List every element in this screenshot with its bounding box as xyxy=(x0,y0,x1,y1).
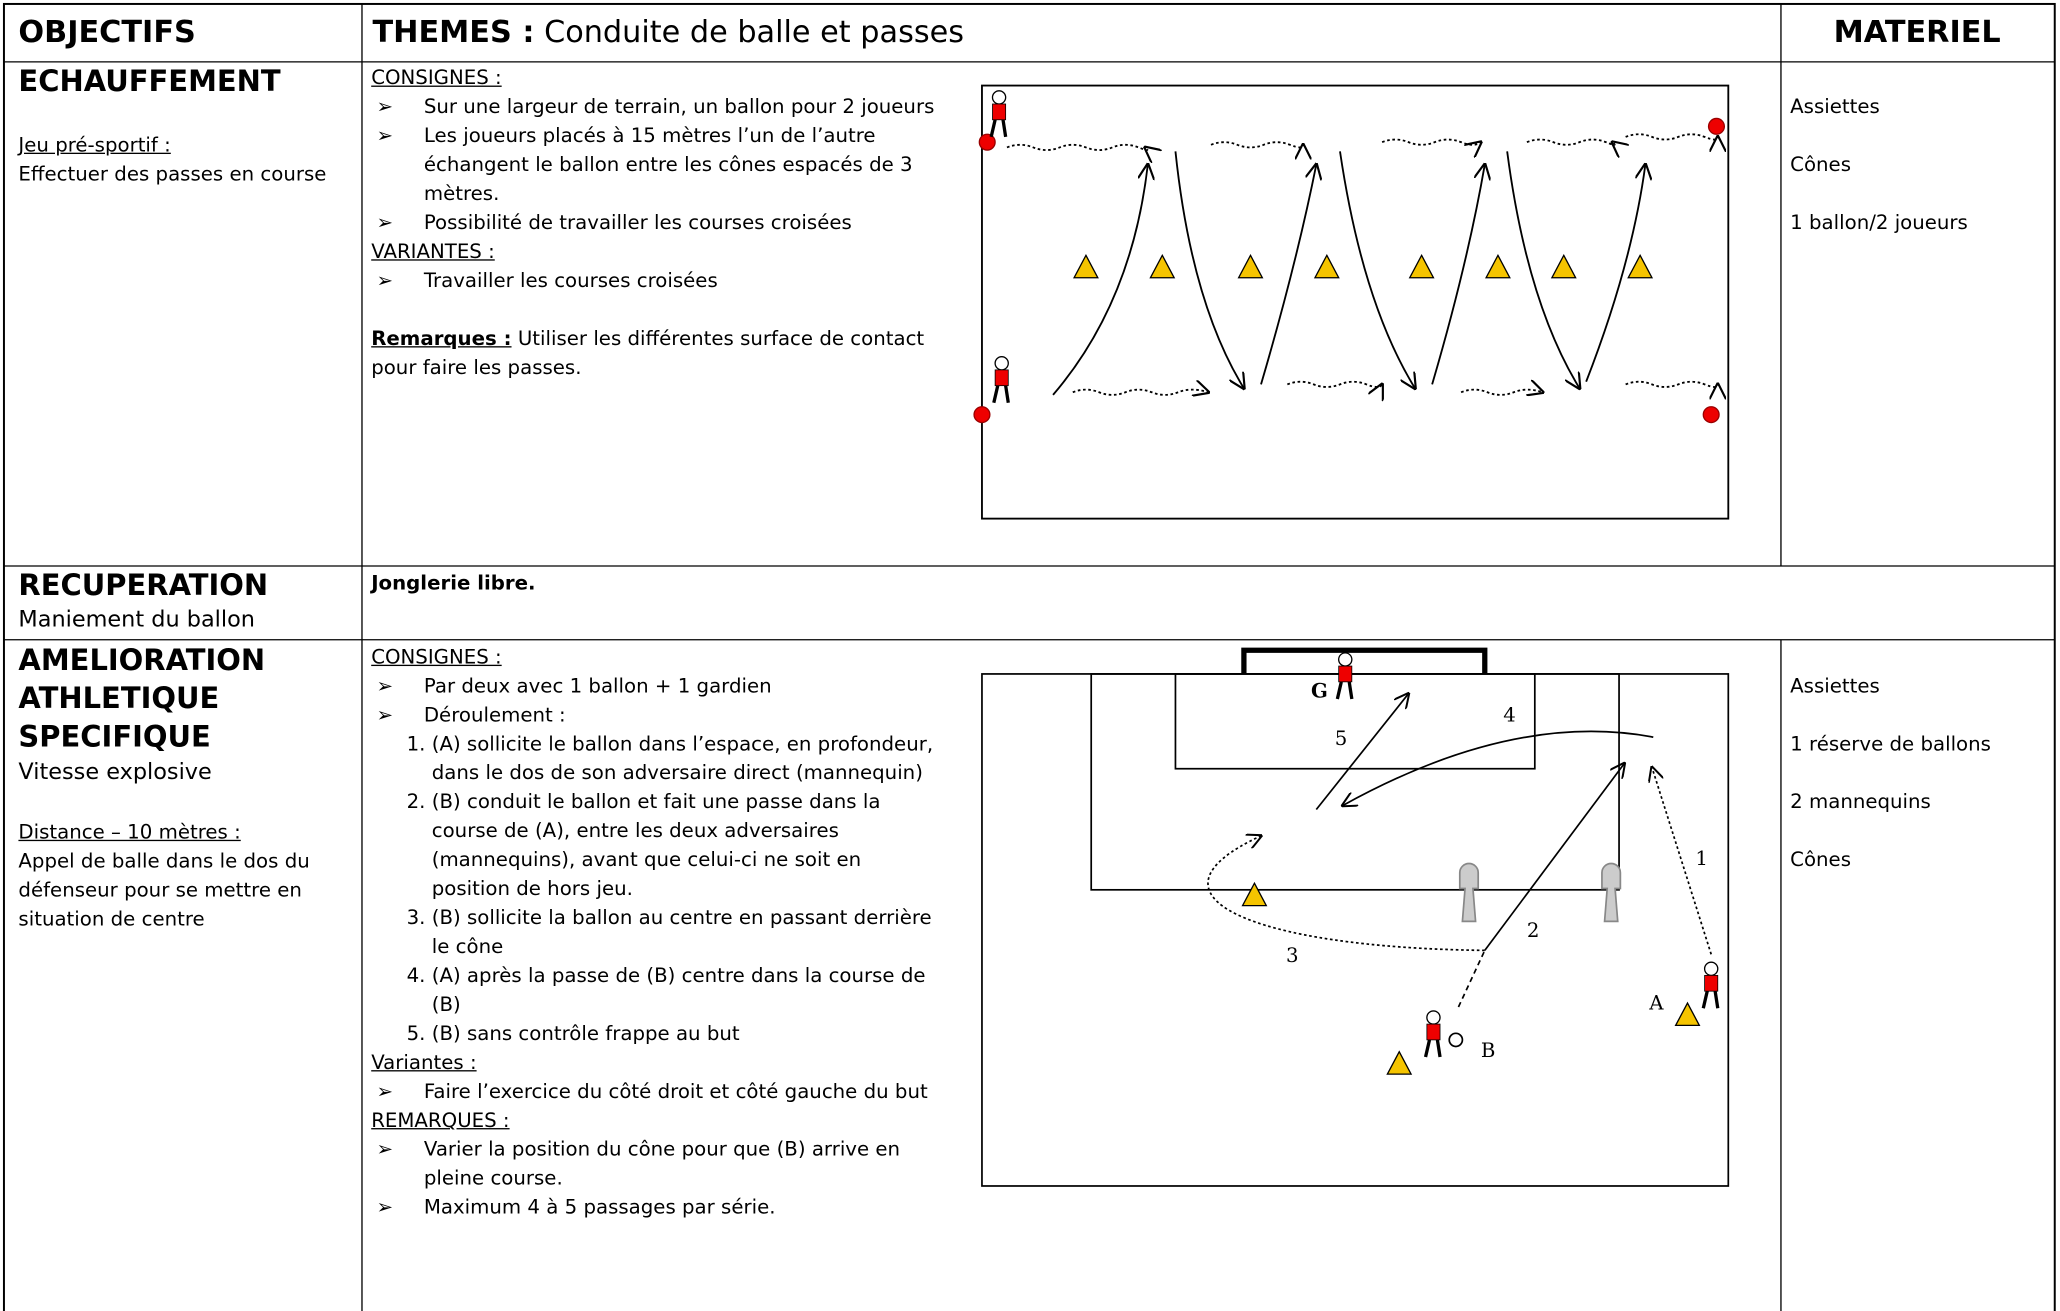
content: Jonglerie libre. xyxy=(371,571,536,595)
item: Assiettes xyxy=(1790,94,1880,119)
consignes-label: CONSIGNES : xyxy=(371,644,502,669)
subtitle: Maniement du ballon xyxy=(18,606,255,634)
item: Possibilité de travailler les courses cr… xyxy=(371,208,937,237)
item: Cônes xyxy=(1790,847,1851,872)
item: Les joueurs placés à 15 mètres l’un de l… xyxy=(371,121,937,208)
diagram-labels: G 5 4 1 2 3 A B xyxy=(1286,679,1708,1062)
instructions: CONSIGNES : Par deux avec 1 ballon + 1 g… xyxy=(371,642,937,1222)
item: 1 réserve de ballons xyxy=(1790,731,1991,756)
label: B xyxy=(1481,1039,1496,1062)
label: 1 xyxy=(1695,847,1708,870)
materiel-list: Assiettes 1 réserve de ballons 2 mannequin… xyxy=(1790,671,1991,903)
objective: AMELIORATION ATHLETIQUE SPECIFIQUE Vites… xyxy=(18,642,327,933)
objective: RECUPERATION Maniement du ballon xyxy=(18,567,268,634)
header-materiel: MATERIEL xyxy=(1833,15,2001,51)
step: (B) conduit le ballon et fait une passe … xyxy=(432,787,937,903)
label: 3 xyxy=(1286,944,1299,967)
step: (A) après la passe de (B) centre dans la… xyxy=(432,961,937,1019)
step: (A) sollicite le ballon dans l’espace, e… xyxy=(432,729,937,787)
item: Cônes xyxy=(1790,152,1851,177)
consignes-label: CONSIGNES : xyxy=(371,65,502,90)
label: 4 xyxy=(1503,703,1516,726)
label: 5 xyxy=(1335,727,1348,750)
themes: Conduite de balle et passes xyxy=(544,15,965,51)
header-themes: THEMES : Conduite de balle et passes xyxy=(373,13,965,52)
item: Par deux avec 1 ballon + 1 gardien xyxy=(371,671,937,700)
step: (B) sollicite la ballon au centre en pas… xyxy=(432,903,937,961)
item: Faire l’exercice du côté droit et côté g… xyxy=(371,1077,937,1106)
materiel-list: Assiettes Cônes 1 ballon/2 joueurs xyxy=(1790,92,1968,266)
instructions: CONSIGNES : Sur une largeur de terrain, … xyxy=(371,63,937,382)
item: 1 ballon/2 joueurs xyxy=(1790,210,1968,235)
objective: ECHAUFFEMENT Jeu pré-sportif : Effectuer… xyxy=(18,63,347,188)
subtitle: Vitesse explosive xyxy=(18,759,212,786)
step: (B) sans contrôle frappe au but xyxy=(432,1019,937,1048)
remarques: Remarques : Utiliser les différentes sur… xyxy=(371,326,925,380)
label: 2 xyxy=(1527,919,1540,942)
sub-text: Effectuer des passes en course xyxy=(18,161,327,186)
sub-text: Appel de balle dans le dos du défenseur … xyxy=(18,849,310,931)
label: A xyxy=(1648,992,1664,1015)
remarques-label: REMARQUES : xyxy=(371,1108,510,1133)
item: Sur une largeur de terrain, un ballon po… xyxy=(371,92,937,121)
section-title: AMELIORATION ATHLETIQUE SPECIFIQUE xyxy=(18,644,266,755)
item: Assiettes xyxy=(1790,673,1880,698)
item: Varier la position du cône pour que (B) … xyxy=(371,1135,937,1193)
item: Travailler les courses croisées xyxy=(371,266,937,295)
item: Déroulement : xyxy=(371,700,937,729)
diagram-speed xyxy=(981,647,1730,1187)
sub-label: Distance – 10 mètres : xyxy=(18,820,241,844)
item: 2 mannequins xyxy=(1790,789,1931,814)
item: Maximum 4 à 5 passages par série. xyxy=(371,1193,937,1222)
themes-label: THEMES : xyxy=(372,15,535,51)
sub-label: Jeu pré-sportif : xyxy=(18,132,171,157)
header-objectifs: OBJECTIFS xyxy=(18,15,196,51)
section-title: RECUPERATION xyxy=(18,569,269,603)
section-title: ECHAUFFEMENT xyxy=(18,65,281,99)
variantes-label: VARIANTES : xyxy=(371,239,495,264)
variantes-label: Variantes : xyxy=(371,1050,477,1075)
diagram-warmup xyxy=(973,84,1730,520)
label: G xyxy=(1311,679,1328,703)
